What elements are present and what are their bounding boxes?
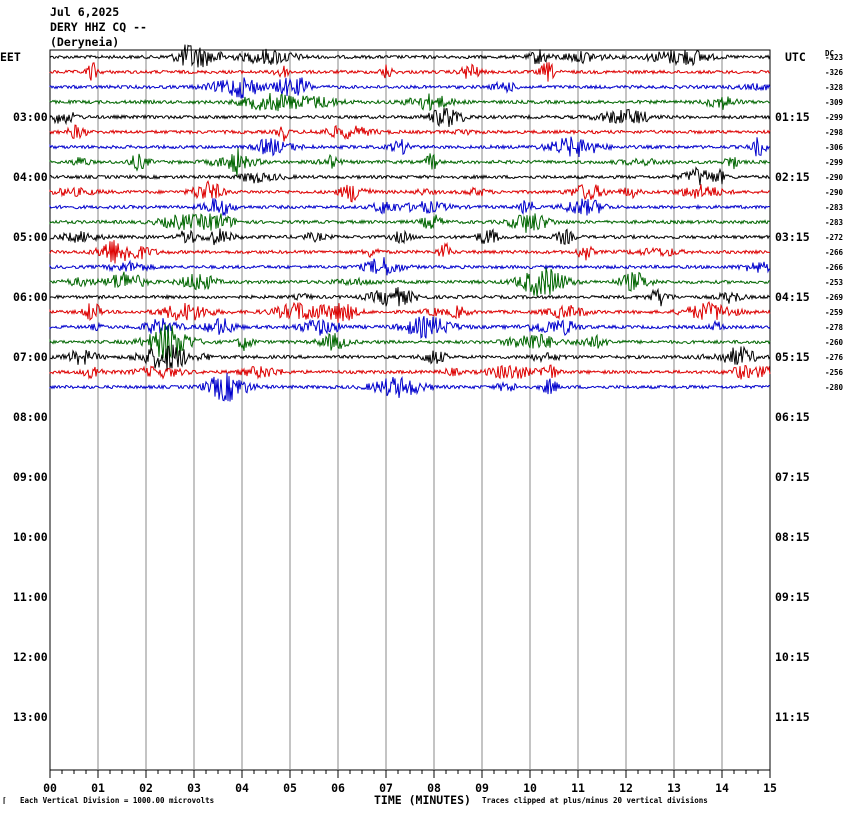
trace-line — [49, 44, 771, 68]
dc-offset-label: -266 — [825, 248, 844, 257]
trace-line — [49, 372, 771, 402]
right-hour-label: 05:15 — [775, 350, 810, 364]
right-hour-label: 01:15 — [775, 110, 810, 124]
x-tick-label: 08 — [427, 781, 441, 795]
trace-line — [49, 287, 771, 307]
dc-offset-label: -280 — [825, 383, 844, 392]
dc-offset-label: -260 — [825, 338, 844, 347]
trace-line — [49, 267, 771, 297]
x-tick-label: 05 — [283, 781, 297, 795]
x-axis-label: TIME (MINUTES) — [374, 793, 471, 807]
left-hour-label: 11:00 — [13, 590, 48, 604]
dc-offset-label: -309 — [825, 98, 844, 107]
dc-offset-label: -276 — [825, 353, 844, 362]
date-label: Jul 6,2025 — [50, 5, 120, 19]
x-tick-label: 03 — [187, 781, 201, 795]
trace-line — [49, 197, 771, 217]
x-tick-label: 14 — [715, 781, 729, 795]
left-hour-label: 09:00 — [13, 470, 48, 484]
x-tick-label: 12 — [619, 781, 633, 795]
dc-offset-label: -269 — [825, 293, 844, 302]
right-hour-label: 10:15 — [775, 650, 810, 664]
trace-line — [49, 240, 771, 264]
x-tick-label: 10 — [523, 781, 537, 795]
trace-line — [49, 108, 771, 128]
trace-line — [49, 62, 771, 82]
dc-offset-label: -259 — [825, 308, 844, 317]
right-hour-label: 08:15 — [775, 530, 810, 544]
left-hour-label: 06:00 — [13, 290, 48, 304]
left-timezone: EET — [0, 50, 21, 64]
x-tick-label: 11 — [571, 781, 585, 795]
right-timezone: UTC — [785, 50, 806, 64]
left-hour-label: 08:00 — [13, 410, 48, 424]
dc-header: DC — [825, 49, 835, 58]
right-hour-label: 07:15 — [775, 470, 810, 484]
dc-offset-label: -306 — [825, 143, 844, 152]
clip-note: Traces clipped at plus/minus 20 vertical… — [482, 796, 708, 805]
dc-offset-label: -283 — [825, 218, 844, 227]
x-tick-label: 15 — [763, 781, 777, 795]
right-hour-label: 03:15 — [775, 230, 810, 244]
x-tick-label: 06 — [331, 781, 345, 795]
time-axis: 00 01 02 03 04 05 06 07 08 09 10 11 12 13 14 15 — [43, 770, 777, 795]
x-tick-label: 07 — [379, 781, 393, 795]
x-tick-label: 04 — [235, 781, 249, 795]
left-hour-label: 03:00 — [13, 110, 48, 124]
dc-offset-label: -256 — [825, 368, 844, 377]
trace-line — [49, 92, 771, 112]
dc-offset-label: -272 — [825, 233, 844, 242]
trace-line — [49, 136, 771, 158]
corner-mark: ⌈ — [2, 796, 7, 805]
right-hour-label: 04:15 — [775, 290, 810, 304]
trace-line — [49, 301, 771, 323]
trace-line — [49, 364, 771, 380]
place-label: (Deryneia) — [50, 35, 120, 49]
dc-offset-label: -290 — [825, 188, 844, 197]
trace-line — [49, 315, 771, 339]
dc-offset-label: -323 — [825, 53, 844, 62]
trace-line — [49, 213, 771, 233]
trace-line — [49, 124, 771, 142]
dc-offset-label: -283 — [825, 203, 844, 212]
scale-note: Each Vertical Division = 1000.00 microvo… — [20, 796, 215, 805]
left-hour-label: 04:00 — [13, 170, 48, 184]
left-hour-label: 12:00 — [13, 650, 48, 664]
x-tick-label: 13 — [667, 781, 681, 795]
x-tick-label: 02 — [139, 781, 153, 795]
right-hour-label: 06:15 — [775, 410, 810, 424]
dc-offset-label: -328 — [825, 83, 844, 92]
left-hour-label: 05:00 — [13, 230, 48, 244]
station-label: DERY HHZ CQ -- — [50, 20, 147, 34]
dc-offset-label: -298 — [825, 128, 844, 137]
dc-offset-label: -253 — [825, 278, 844, 287]
right-hour-label: 02:15 — [775, 170, 810, 184]
dc-offset-label: -266 — [825, 263, 844, 272]
x-tick-label: 00 — [43, 781, 57, 795]
trace-line — [49, 77, 771, 99]
trace-line — [49, 180, 771, 203]
trace-line — [49, 257, 771, 276]
left-hour-label: 10:00 — [13, 530, 48, 544]
dc-offset-label: -299 — [825, 113, 844, 122]
left-hour-label: 13:00 — [13, 710, 48, 724]
dc-offset-label: -278 — [825, 323, 844, 332]
minute-gridlines — [49, 49, 771, 771]
trace-line — [49, 324, 771, 360]
trace-line — [49, 148, 771, 178]
dc-offset-label: -299 — [825, 158, 844, 167]
seismogram-traces — [49, 44, 771, 402]
right-hour-label: 11:15 — [775, 710, 810, 724]
right-hour-label: 09:15 — [775, 590, 810, 604]
trace-line — [49, 228, 771, 246]
left-hour-label: 07:00 — [13, 350, 48, 364]
x-tick-label: 01 — [91, 781, 105, 795]
dc-offset-label: -326 — [825, 68, 844, 77]
x-tick-label: 09 — [475, 781, 489, 795]
trace-line — [49, 166, 771, 186]
dc-offset-label: -290 — [825, 173, 844, 182]
trace-line — [49, 344, 771, 371]
plot-frame — [49, 49, 771, 771]
